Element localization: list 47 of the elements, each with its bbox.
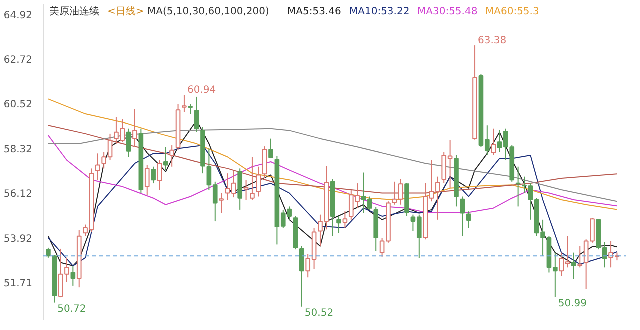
candlestick <box>144 164 150 196</box>
candlestick <box>219 192 224 214</box>
candlestick <box>188 104 194 115</box>
candlestick <box>466 211 472 229</box>
candlestick <box>572 252 576 280</box>
text: MA10:53.22 <box>350 6 410 18</box>
line-series <box>48 98 618 210</box>
text: MA5:53.46 <box>288 6 342 18</box>
candlestick <box>244 180 249 200</box>
candlestick <box>268 138 274 158</box>
text: MA30:55.48 <box>418 6 478 18</box>
line-series <box>48 145 618 267</box>
y-tick-label: 60.52 <box>4 100 33 111</box>
annotation: 50.52 <box>304 308 334 319</box>
candlestick <box>182 94 187 113</box>
annotation: 50.99 <box>558 298 588 310</box>
candlestick <box>157 160 162 191</box>
candlestick <box>256 166 262 198</box>
candlestick <box>151 166 156 184</box>
candlestick <box>132 108 138 148</box>
chart-subtitle: <日线> <box>108 6 144 18</box>
annotation: MA(5,10,30,60,100,200) <box>148 6 270 18</box>
text: MA60:55.3 <box>486 6 540 18</box>
candlestick <box>46 247 51 258</box>
candlestick <box>300 246 304 308</box>
candlestick <box>250 156 255 200</box>
candlestick <box>460 196 466 237</box>
candlestick <box>491 128 496 156</box>
candlestick <box>578 246 583 268</box>
y-tick-label: 56.12 <box>4 189 33 200</box>
chart-title: 美原油连续 <box>50 6 100 18</box>
y-tick-label: 64.92 <box>4 10 33 22</box>
y-tick-label: 62.72 <box>4 54 33 66</box>
candlestick <box>95 153 100 181</box>
candlestick <box>163 146 168 171</box>
candlestick <box>126 128 132 158</box>
y-tick-label: 53.92 <box>4 234 33 245</box>
candlestick <box>342 211 348 229</box>
y-tick-label: 51.71 <box>4 278 33 290</box>
annotation: 63.38 <box>478 36 507 47</box>
candlestick <box>194 96 200 133</box>
y-tick-label: 58.32 <box>4 144 33 156</box>
candlestick <box>336 216 342 234</box>
annotation: 60.94 <box>187 85 216 96</box>
candlestick <box>170 145 175 168</box>
candlestick <box>70 266 76 286</box>
annotation: 50.72 <box>58 304 86 315</box>
